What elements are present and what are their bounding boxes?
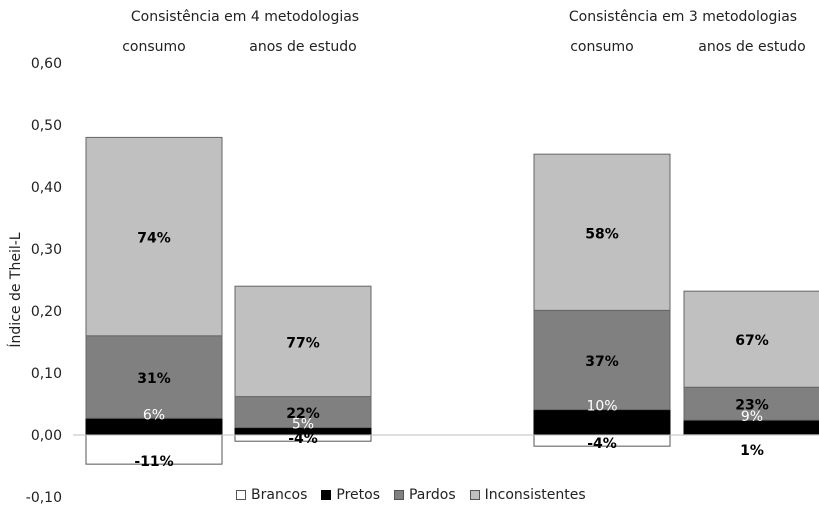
legend-swatch-brancos — [236, 490, 246, 500]
y-tick-label: -0,10 — [26, 490, 62, 506]
bar-segment-brancos — [85, 434, 223, 465]
data-label: 9% — [741, 409, 763, 425]
legend-label-brancos: Brancos — [251, 487, 308, 503]
data-label: 74% — [137, 231, 171, 247]
y-axis-label: Índice de Theil-L — [7, 232, 24, 347]
data-label: 77% — [286, 335, 320, 351]
bar-segment-pardos — [683, 386, 819, 421]
legend-item-pretos: Pretos — [321, 487, 380, 503]
legend-label-pretos: Pretos — [336, 487, 380, 503]
data-label: -11% — [134, 454, 173, 470]
y-tick-label: 0,10 — [31, 366, 62, 382]
legend-swatch-pretos — [321, 490, 332, 500]
y-tick-label: 0,40 — [31, 180, 62, 196]
group-title: Consistência em 3 metodologias — [569, 9, 797, 25]
legend-item-brancos: Brancos — [236, 487, 307, 503]
bar-segment-pardos — [234, 396, 372, 429]
y-ticks: -0,10 0,00 0,10 0,20 0,30 0,40 0,50 0,60 — [26, 56, 62, 506]
category-label: consumo — [122, 39, 186, 55]
bar-segment-inconsistentes — [533, 153, 671, 311]
category-label: anos de estudo — [249, 39, 356, 55]
category-label: anos de estudo — [698, 39, 805, 55]
bar-segment-inconsistentes — [85, 136, 223, 337]
data-label: 23% — [735, 398, 769, 414]
y-tick-label: 0,20 — [31, 304, 62, 320]
data-label: 67% — [735, 333, 769, 349]
group-titles: Consistência em 4 metodologias Consistênc… — [131, 9, 797, 25]
data-labels: -11%6%31%74%-4%5%22%77%-4%10%37%58%1%9%2… — [134, 226, 768, 470]
group-title: Consistência em 4 metodologias — [131, 9, 359, 25]
data-label: 58% — [585, 226, 619, 242]
data-label: 6% — [143, 407, 165, 423]
y-tick-label: 0,50 — [31, 118, 62, 134]
data-label: 5% — [292, 417, 314, 433]
y-tick-label: 0,30 — [31, 242, 62, 258]
legend-label-pardos: Pardos — [408, 487, 456, 503]
category-labels: consumo anos de estudo consumo anos de estu… — [122, 39, 805, 55]
legend: Brancos Pretos Pardos Inconsistentes — [236, 487, 586, 503]
y-tick-label: 0,00 — [31, 428, 62, 444]
legend-swatch-pardos — [393, 490, 404, 500]
data-label: 31% — [137, 371, 171, 387]
legend-item-pardos: Pardos — [393, 487, 456, 503]
data-label: 37% — [585, 354, 619, 370]
y-tick-label: 0,60 — [31, 56, 62, 72]
legend-item-inconsistentes: Inconsistentes — [469, 487, 586, 503]
data-label: -4% — [587, 436, 617, 452]
category-label: consumo — [570, 39, 634, 55]
legend-label-inconsistentes: Inconsistentes — [484, 487, 586, 503]
data-label: 1% — [740, 443, 764, 459]
data-label: -4% — [288, 431, 318, 447]
bar-segment-inconsistentes — [683, 290, 819, 388]
bars — [85, 136, 819, 465]
bar-segment-inconsistentes — [234, 285, 372, 398]
legend-swatch-inconsistentes — [469, 490, 480, 500]
data-label: 22% — [286, 406, 320, 422]
data-label: 10% — [586, 399, 617, 415]
